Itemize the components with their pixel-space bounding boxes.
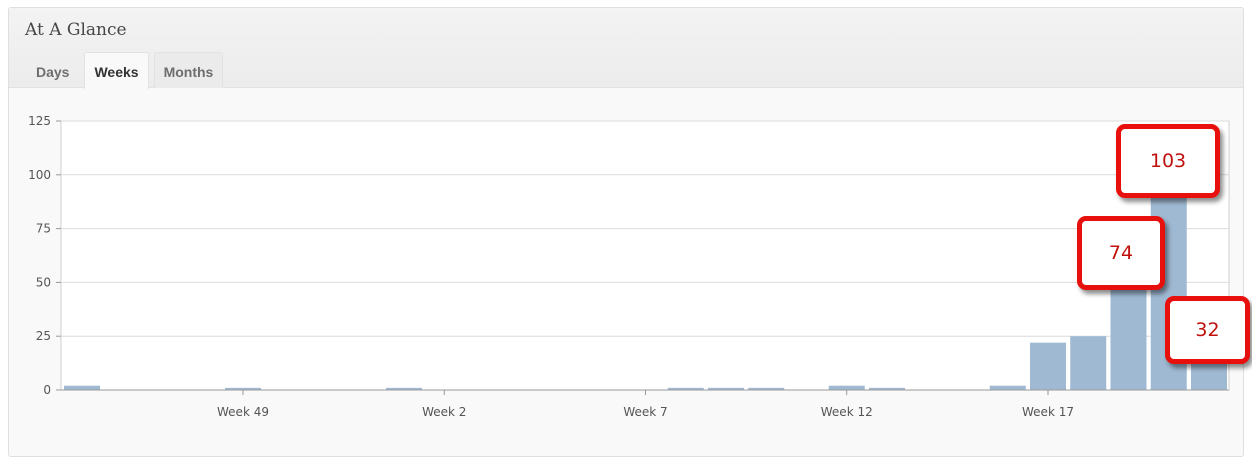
value-callout: 103 (1116, 124, 1220, 198)
widget-header: At A Glance Days Weeks Months (9, 8, 1243, 89)
x-tick-label: Week 49 (217, 405, 269, 419)
widget-title: At A Glance (25, 20, 127, 40)
y-tick-label: 0 (43, 383, 51, 397)
x-tick-label: Week 7 (623, 405, 667, 419)
bar (667, 387, 704, 390)
bar (386, 387, 422, 390)
tab-days[interactable]: Days (36, 64, 70, 80)
y-tick-label: 125 (28, 114, 51, 128)
tab-months[interactable]: Months (153, 52, 224, 88)
y-tick-label: 75 (36, 222, 51, 236)
bar (989, 385, 1026, 390)
bar (1030, 342, 1066, 390)
bar (64, 385, 100, 390)
y-tick-label: 50 (36, 275, 51, 289)
bar (225, 387, 261, 390)
x-tick-label: Week 2 (422, 405, 466, 419)
value-callout: 74 (1077, 216, 1165, 290)
bar (748, 387, 785, 390)
tab-weeks[interactable]: Weeks (84, 52, 149, 89)
bar (828, 385, 865, 390)
x-tick-label: Week 17 (1022, 405, 1074, 419)
value-callout: 32 (1165, 296, 1250, 364)
y-tick-label: 100 (28, 168, 51, 182)
bar (1070, 336, 1107, 390)
x-tick-label: Week 12 (821, 405, 873, 419)
bar (708, 387, 744, 390)
bar (869, 387, 905, 390)
y-tick-label: 25 (36, 329, 51, 343)
period-tabs: Days Weeks Months (26, 52, 228, 89)
